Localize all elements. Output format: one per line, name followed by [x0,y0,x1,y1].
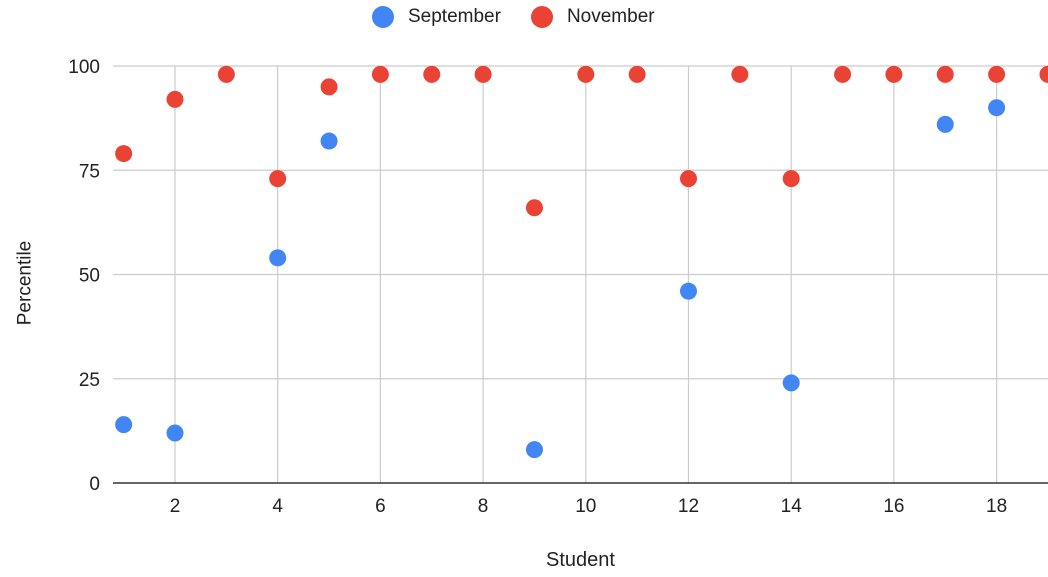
point-november [474,65,492,83]
point-september [988,99,1006,117]
point-november [320,78,338,96]
x-tick-label: 2 [170,496,181,517]
point-november [217,65,235,83]
point-september [166,424,184,442]
x-tick-label: 4 [272,496,283,517]
point-november [680,170,697,188]
x-tick-label: 18 [986,496,1007,517]
point-september [680,282,697,300]
chart-legend: September November [372,6,685,28]
x-tick-label: 6 [375,496,386,517]
point-november [731,65,749,83]
point-november [936,65,954,83]
point-november [834,65,852,83]
x-tick-label: 12 [678,496,699,517]
y-tick-label: 50 [79,266,100,287]
point-november [1039,65,1048,83]
point-november [628,65,646,83]
point-september [269,249,287,267]
x-tick-label: 16 [883,496,904,517]
point-november [782,170,800,188]
point-november [423,65,441,83]
legend-item-september[interactable]: September [372,6,501,28]
legend-label-november: November [566,6,655,27]
point-november [115,145,133,163]
x-tick-label: 14 [781,496,803,517]
point-november [269,170,287,188]
point-november [577,65,595,83]
legend-swatch-september [372,6,394,28]
point-november [525,199,543,217]
x-axis-label: Student [546,549,615,571]
point-september [115,416,133,434]
legend-item-november[interactable]: November [530,6,655,28]
point-november [885,65,903,83]
point-september [936,115,954,133]
point-november [371,65,389,83]
point-november [988,65,1006,83]
point-september [320,132,338,150]
y-axis-label: Percentile [14,240,36,326]
y-tick-label: 100 [68,57,100,78]
y-tick-label: 0 [89,474,100,495]
y-tick-label: 25 [79,370,100,391]
point-november [166,90,184,108]
point-september [782,374,800,392]
legend-label-september: September [408,6,501,27]
y-tick-label: 75 [79,161,100,182]
x-tick-label: 10 [575,496,596,517]
x-tick-label: 8 [478,496,489,517]
point-september [525,441,543,459]
legend-swatch-november [530,6,553,28]
